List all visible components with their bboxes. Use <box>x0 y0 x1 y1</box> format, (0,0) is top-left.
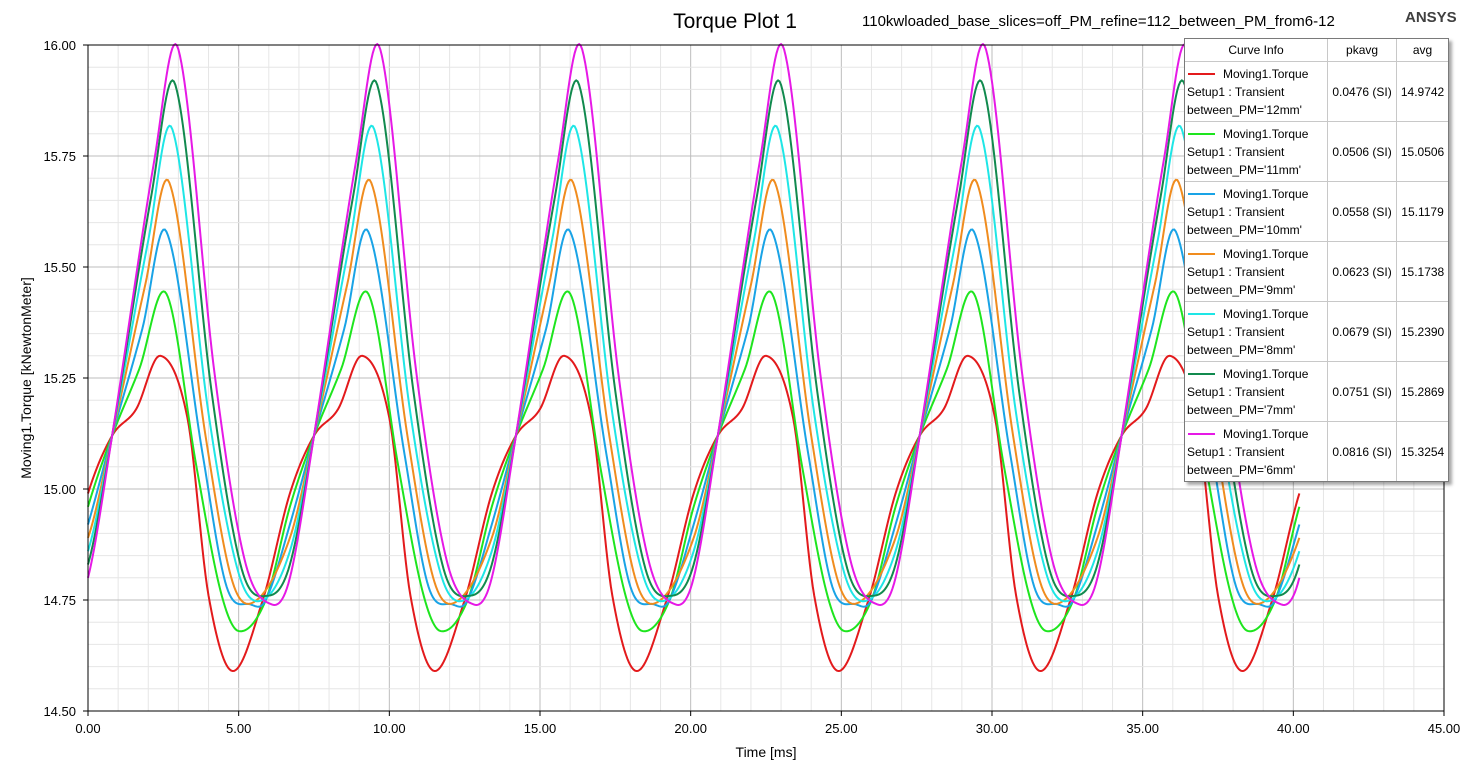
legend-avg: 14.9742 <box>1396 61 1448 122</box>
y-tick-label: 15.25 <box>43 371 76 386</box>
ansys-brand: ANSYS <box>1405 9 1457 26</box>
legend-curve-setup: Setup1 : Transient <box>1187 84 1285 99</box>
x-axis-label: Time [ms] <box>736 744 797 760</box>
legend-swatch <box>1188 252 1215 255</box>
y-tick-label: 15.00 <box>43 482 76 497</box>
x-tick-label: 0.00 <box>75 721 100 736</box>
x-tick-label: 15.00 <box>524 721 557 736</box>
legend-curve-name: Moving1.Torque <box>1223 246 1309 261</box>
x-tick-label: 45.00 <box>1428 721 1461 736</box>
legend-curve-setup: Setup1 : Transient <box>1187 384 1285 399</box>
legend-curve-variation: between_PM='9mm' <box>1187 282 1296 297</box>
series-line <box>87 124 1301 603</box>
legend-row[interactable]: Moving1.Torque Setup1 : Transient between_… <box>1185 61 1448 122</box>
x-tick-label: 40.00 <box>1277 721 1310 736</box>
legend-avg: 15.0506 <box>1396 121 1448 182</box>
x-tick-label: 10.00 <box>373 721 406 736</box>
axis-ticks: 0.00 5.00 10.00 15.00 20.00 25.00 30.00 35.00 40… <box>43 38 1460 736</box>
legend-row[interactable]: Moving1.Torque Setup1 : Transient between_… <box>1185 241 1448 302</box>
legend-curve-setup: Setup1 : Transient <box>1187 444 1285 459</box>
legend-row[interactable]: Moving1.Torque Setup1 : Transient between_… <box>1185 421 1448 481</box>
legend-avg: 15.3254 <box>1400 444 1445 459</box>
legend-curve-info: Moving1.Torque Setup1 : Transient between_… <box>1185 421 1328 481</box>
legend-avg: 15.1738 <box>1396 241 1448 302</box>
legend-curve-info: Moving1.Torque Setup1 : Transient between_… <box>1185 61 1328 122</box>
x-tick-label: 20.00 <box>674 721 707 736</box>
y-tick-label: 15.50 <box>43 260 76 275</box>
legend-avg: 15.2390 <box>1396 301 1448 362</box>
series-line <box>87 79 1301 598</box>
legend-curve-info: Moving1.Torque Setup1 : Transient between_… <box>1185 121 1328 182</box>
legend-avg: 15.1179 <box>1396 181 1448 242</box>
legend-pkavg: 0.0751 (SI) <box>1327 361 1398 422</box>
legend-row[interactable]: Moving1.Torque Setup1 : Transient between_… <box>1185 361 1448 422</box>
legend-row[interactable]: Moving1.Torque Setup1 : Transient between_… <box>1185 301 1448 362</box>
series-line <box>87 178 1301 605</box>
legend-curve-info: Moving1.Torque Setup1 : Transient between_… <box>1185 361 1328 422</box>
legend-table: Curve Info pkavg avg Moving1.Torque Setup… <box>1185 39 1448 481</box>
legend-row[interactable]: Moving1.Torque Setup1 : Transient between_… <box>1185 181 1448 242</box>
legend-curve-name: Moving1.Torque <box>1223 186 1309 201</box>
series-line <box>87 228 1301 608</box>
x-tick-label: 25.00 <box>825 721 858 736</box>
chart-title: Torque Plot 1 <box>673 10 797 33</box>
series-line <box>87 42 1301 606</box>
y-tick-label: 16.00 <box>43 38 76 53</box>
legend-swatch <box>1188 312 1215 315</box>
series-line <box>87 290 1301 633</box>
legend-pkavg: 0.0558 (SI) <box>1327 181 1398 242</box>
legend-curve-variation: between_PM='7mm' <box>1187 402 1296 417</box>
legend-curve-setup: Setup1 : Transient <box>1187 204 1285 219</box>
legend-avg: 15.2869 <box>1396 361 1448 422</box>
legend-curve-name: Moving1.Torque <box>1223 66 1309 81</box>
series-line <box>87 354 1301 673</box>
legend-header-row: Curve Info pkavg avg <box>1185 39 1448 62</box>
legend-curve-name: Moving1.Torque <box>1223 306 1309 321</box>
legend-curve-variation: between_PM='11mm' <box>1187 162 1302 177</box>
legend-curve-variation: between_PM='8mm' <box>1187 342 1296 357</box>
legend-swatch <box>1188 132 1215 135</box>
legend-pkavg: 0.0816 (SI) <box>1327 421 1398 481</box>
legend-curve-variation: between_PM='10mm' <box>1187 222 1302 237</box>
legend-pkavg: 0.0679 (SI) <box>1327 301 1398 362</box>
y-tick-label: 15.75 <box>43 149 76 164</box>
y-axis-label: Moving1.Torque [kNewtonMeter] <box>18 277 34 479</box>
legend-curve-setup: Setup1 : Transient <box>1187 264 1285 279</box>
legend-curve-variation: between_PM='6mm' <box>1187 462 1296 477</box>
legend-pkavg: 0.0623 (SI) <box>1327 241 1398 302</box>
legend-curve-name: Moving1.Torque <box>1223 126 1309 141</box>
legend-row[interactable]: Moving1.Torque Setup1 : Transient between_… <box>1185 121 1448 182</box>
legend-curve-name: Moving1.Torque <box>1223 366 1309 381</box>
series-group <box>87 42 1301 673</box>
legend-curve-name: Moving1.Torque <box>1223 426 1309 441</box>
legend-pkavg: 0.0506 (SI) <box>1327 121 1398 182</box>
legend-curve-info: Moving1.Torque Setup1 : Transient between_… <box>1185 241 1328 302</box>
chart-subtitle: 110kwloaded_base_slices=off_PM_refine=11… <box>862 13 1335 30</box>
x-tick-label: 5.00 <box>226 721 251 736</box>
legend[interactable]: Curve Info pkavg avg Moving1.Torque Setup… <box>1184 38 1449 482</box>
legend-swatch <box>1188 72 1215 75</box>
legend-curve-variation: between_PM='12mm' <box>1187 102 1302 117</box>
y-tick-label: 14.75 <box>43 593 76 608</box>
legend-curve-info: Moving1.Torque Setup1 : Transient between_… <box>1185 181 1328 242</box>
legend-header-avg[interactable]: avg <box>1396 39 1448 62</box>
legend-curve-setup: Setup1 : Transient <box>1187 144 1285 159</box>
legend-header-curve-info[interactable]: Curve Info <box>1185 39 1328 62</box>
legend-curve-info: Moving1.Torque Setup1 : Transient between_… <box>1185 301 1328 362</box>
legend-pkavg: 0.0476 (SI) <box>1327 61 1398 122</box>
legend-curve-setup: Setup1 : Transient <box>1187 324 1285 339</box>
x-tick-label: 35.00 <box>1126 721 1159 736</box>
y-tick-label: 14.50 <box>43 704 76 719</box>
x-tick-label: 30.00 <box>976 721 1009 736</box>
legend-header-pkavg[interactable]: pkavg <box>1327 39 1398 62</box>
legend-swatch <box>1188 432 1215 435</box>
legend-swatch <box>1188 192 1215 195</box>
legend-swatch <box>1188 372 1215 375</box>
